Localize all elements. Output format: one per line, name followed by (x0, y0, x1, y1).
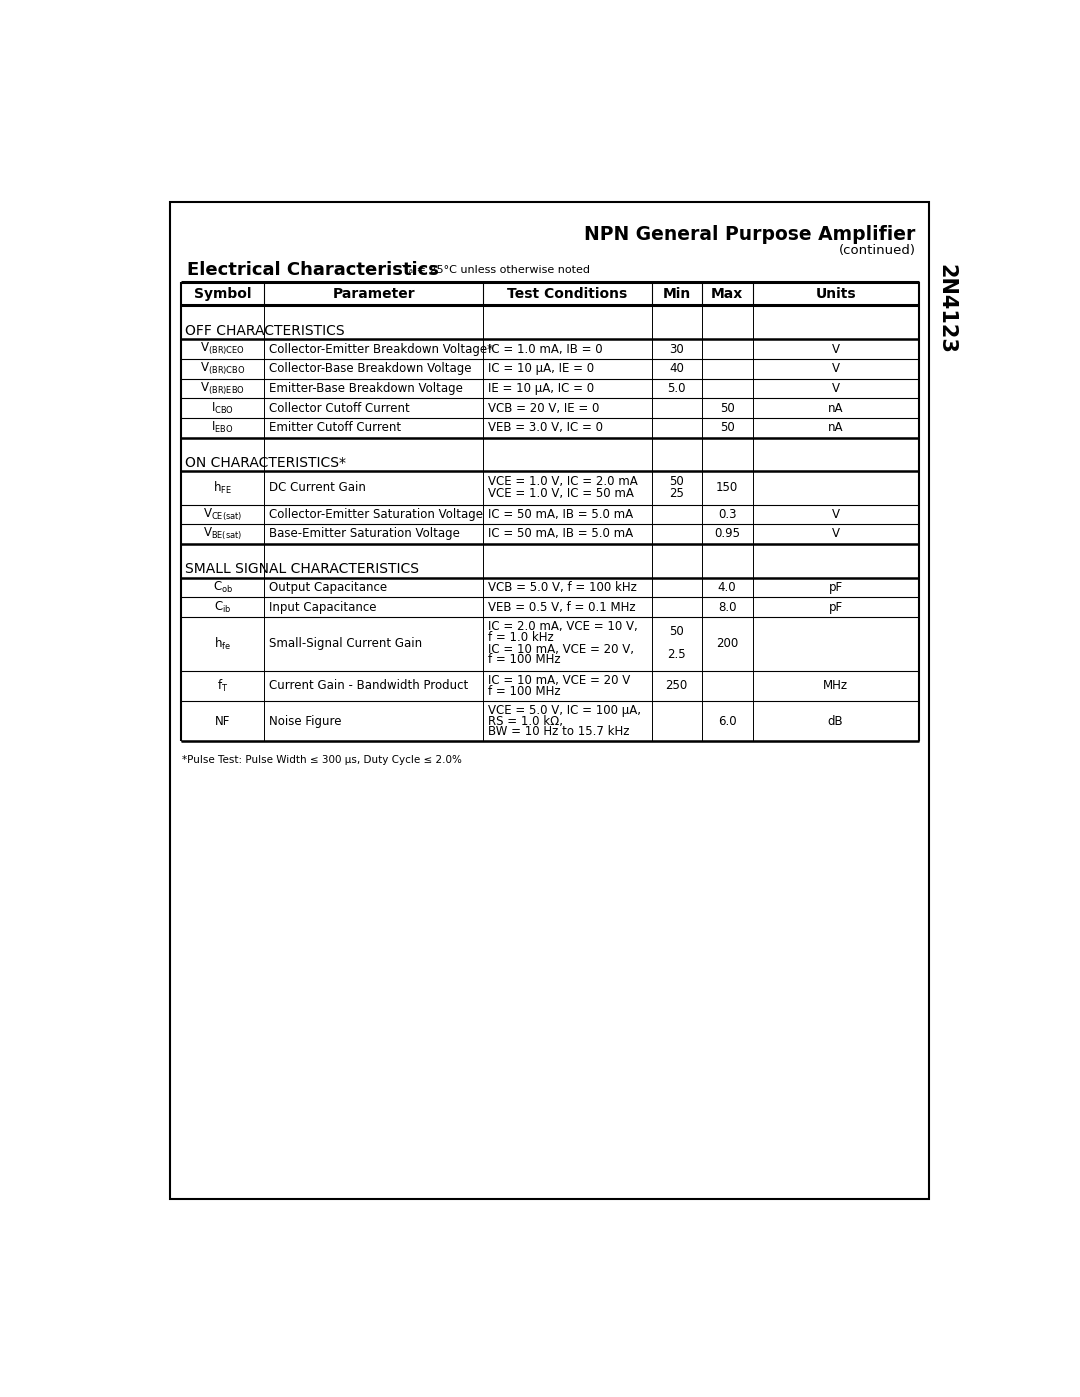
Text: 4.0: 4.0 (718, 581, 737, 594)
Text: Input Capacitance: Input Capacitance (269, 601, 377, 613)
Text: DC Current Gain: DC Current Gain (269, 482, 366, 495)
Text: 6.0: 6.0 (718, 715, 737, 728)
Text: Collector-Emitter Saturation Voltage: Collector-Emitter Saturation Voltage (269, 509, 483, 521)
Text: nA: nA (828, 422, 843, 434)
Text: IC = 2.0 mA, VCE = 10 V,: IC = 2.0 mA, VCE = 10 V, (488, 620, 637, 633)
Text: V: V (832, 381, 839, 395)
Text: 50: 50 (719, 422, 734, 434)
Text: (continued): (continued) (838, 243, 916, 257)
Text: f = 100 MHz: f = 100 MHz (488, 652, 561, 666)
Text: IC = 10 mA, VCE = 20 V,: IC = 10 mA, VCE = 20 V, (488, 643, 634, 655)
Text: 25: 25 (670, 486, 684, 500)
Text: Min: Min (663, 286, 691, 300)
Text: pF: pF (828, 601, 842, 613)
Text: NPN General Purpose Amplifier: NPN General Purpose Amplifier (584, 225, 916, 244)
Text: Emitter Cutoff Current: Emitter Cutoff Current (269, 422, 401, 434)
Text: $\mathregular{h_{fe}}$: $\mathregular{h_{fe}}$ (214, 636, 231, 652)
Text: pF: pF (828, 581, 842, 594)
Text: BW = 10 Hz to 15.7 kHz: BW = 10 Hz to 15.7 kHz (488, 725, 630, 738)
Text: Emitter-Base Breakdown Voltage: Emitter-Base Breakdown Voltage (269, 381, 463, 395)
Text: VEB = 0.5 V, f = 0.1 MHz: VEB = 0.5 V, f = 0.1 MHz (488, 601, 635, 613)
Text: f = 100 MHz: f = 100 MHz (488, 685, 561, 697)
Text: Output Capacitance: Output Capacitance (269, 581, 388, 594)
Text: VCB = 20 V, IE = 0: VCB = 20 V, IE = 0 (488, 401, 599, 415)
Text: $\mathregular{C_{ob}}$: $\mathregular{C_{ob}}$ (213, 580, 232, 595)
Text: $\mathregular{h_{FE}}$: $\mathregular{h_{FE}}$ (213, 481, 232, 496)
Text: Parameter: Parameter (333, 286, 415, 300)
Text: $\mathregular{V_{CE(sat)}}$: $\mathregular{V_{CE(sat)}}$ (203, 506, 242, 522)
Text: $\mathregular{V_{(BR)CBO}}$: $\mathregular{V_{(BR)CBO}}$ (200, 360, 245, 377)
Text: VEB = 3.0 V, IC = 0: VEB = 3.0 V, IC = 0 (488, 422, 603, 434)
Text: IE = 10 μA, IC = 0: IE = 10 μA, IC = 0 (488, 381, 594, 395)
Text: 5.0: 5.0 (667, 381, 686, 395)
Text: Max: Max (711, 286, 743, 300)
Text: Test Conditions: Test Conditions (508, 286, 627, 300)
Text: V: V (832, 342, 839, 356)
Text: Collector Cutoff Current: Collector Cutoff Current (269, 401, 409, 415)
Text: Base-Emitter Saturation Voltage: Base-Emitter Saturation Voltage (269, 528, 460, 541)
Text: V: V (832, 509, 839, 521)
Text: Tₐ = 25°C unless otherwise noted: Tₐ = 25°C unless otherwise noted (403, 265, 591, 275)
Text: Electrical Characteristics: Electrical Characteristics (187, 261, 438, 279)
Text: ON CHARACTERISTICS*: ON CHARACTERISTICS* (186, 455, 347, 469)
Text: IC = 1.0 mA, IB = 0: IC = 1.0 mA, IB = 0 (488, 342, 603, 356)
Text: IC = 10 mA, VCE = 20 V: IC = 10 mA, VCE = 20 V (488, 675, 630, 687)
Text: IC = 50 mA, IB = 5.0 mA: IC = 50 mA, IB = 5.0 mA (488, 509, 633, 521)
Text: 200: 200 (716, 637, 739, 651)
Text: Small-Signal Current Gain: Small-Signal Current Gain (269, 637, 422, 651)
Text: 250: 250 (665, 679, 688, 693)
Text: 30: 30 (670, 342, 684, 356)
Text: $\mathregular{f_T}$: $\mathregular{f_T}$ (217, 678, 228, 694)
Text: 150: 150 (716, 482, 739, 495)
Text: *Pulse Test: Pulse Width ≤ 300 μs, Duty Cycle ≤ 2.0%: *Pulse Test: Pulse Width ≤ 300 μs, Duty … (183, 756, 462, 766)
Text: nA: nA (828, 401, 843, 415)
Text: Collector-Emitter Breakdown Voltage*: Collector-Emitter Breakdown Voltage* (269, 342, 494, 356)
Text: 2.5: 2.5 (667, 648, 686, 661)
Text: VCE = 1.0 V, IC = 2.0 mA: VCE = 1.0 V, IC = 2.0 mA (488, 475, 637, 488)
Text: RS = 1.0 kΩ,: RS = 1.0 kΩ, (488, 715, 563, 728)
Text: Symbol: Symbol (193, 286, 252, 300)
Text: $\mathregular{I_{CBO}}$: $\mathregular{I_{CBO}}$ (211, 401, 234, 416)
Text: 0.3: 0.3 (718, 509, 737, 521)
Text: $\mathregular{V_{BE(sat)}}$: $\mathregular{V_{BE(sat)}}$ (203, 525, 242, 542)
Text: V: V (832, 528, 839, 541)
Text: VCB = 5.0 V, f = 100 kHz: VCB = 5.0 V, f = 100 kHz (488, 581, 636, 594)
Text: 8.0: 8.0 (718, 601, 737, 613)
Text: V: V (832, 362, 839, 376)
Text: 0.95: 0.95 (714, 528, 740, 541)
Text: SMALL SIGNAL CHARACTERISTICS: SMALL SIGNAL CHARACTERISTICS (186, 562, 419, 576)
Text: 2N4123: 2N4123 (936, 264, 957, 353)
Text: OFF CHARACTERISTICS: OFF CHARACTERISTICS (186, 324, 345, 338)
Text: NF: NF (215, 715, 230, 728)
Text: dB: dB (827, 715, 843, 728)
Text: VCE = 1.0 V, IC = 50 mA: VCE = 1.0 V, IC = 50 mA (488, 486, 634, 500)
Text: 40: 40 (670, 362, 684, 376)
Text: Units: Units (815, 286, 856, 300)
Text: $\mathregular{V_{(BR)CEO}}$: $\mathregular{V_{(BR)CEO}}$ (200, 341, 245, 358)
Text: $\mathregular{V_{(BR)EBO}}$: $\mathregular{V_{(BR)EBO}}$ (200, 380, 245, 397)
Text: 50: 50 (670, 475, 684, 488)
Text: Current Gain - Bandwidth Product: Current Gain - Bandwidth Product (269, 679, 469, 693)
Text: Noise Figure: Noise Figure (269, 715, 341, 728)
Text: IC = 50 mA, IB = 5.0 mA: IC = 50 mA, IB = 5.0 mA (488, 528, 633, 541)
Text: $\mathregular{C_{ib}}$: $\mathregular{C_{ib}}$ (214, 599, 231, 615)
Text: f = 1.0 kHz: f = 1.0 kHz (488, 630, 553, 644)
Text: MHz: MHz (823, 679, 848, 693)
Text: 50: 50 (670, 626, 684, 638)
Text: 50: 50 (719, 401, 734, 415)
Text: IC = 10 μA, IE = 0: IC = 10 μA, IE = 0 (488, 362, 594, 376)
Text: $\mathregular{I_{EBO}}$: $\mathregular{I_{EBO}}$ (212, 420, 234, 436)
Text: Collector-Base Breakdown Voltage: Collector-Base Breakdown Voltage (269, 362, 472, 376)
Text: VCE = 5.0 V, IC = 100 μA,: VCE = 5.0 V, IC = 100 μA, (488, 704, 640, 717)
